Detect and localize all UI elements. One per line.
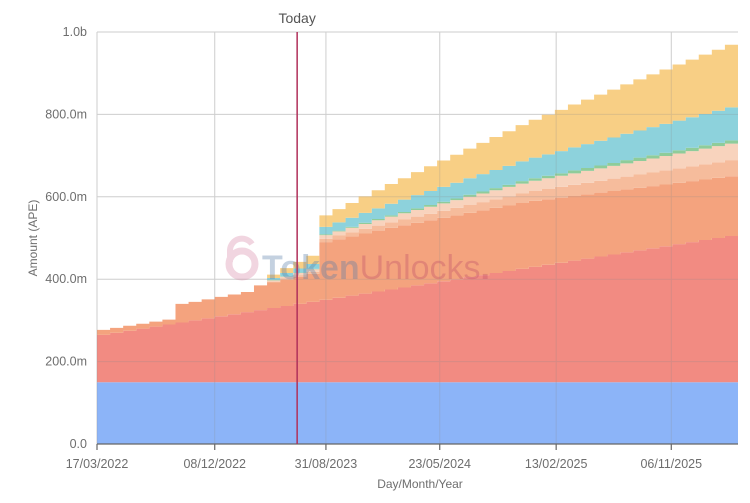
axes: 0.0 200.0m 400.0m 600.0m 800.0m 1.0b 17/03/202… xyxy=(45,25,738,471)
series-area-7 xyxy=(97,107,738,330)
series-area-5 xyxy=(97,143,738,330)
series-area-4 xyxy=(97,160,738,330)
watermark-text: TokenUnlocks. xyxy=(262,249,490,287)
series-area-1 xyxy=(97,382,738,444)
x-axis-title: Day/Month/Year xyxy=(377,477,463,491)
x-tick-label: 23/05/2024 xyxy=(408,457,471,471)
x-tick-label: 06/11/2025 xyxy=(640,457,702,471)
y-tick-label: 1.0b xyxy=(63,25,87,39)
y-tick-label: 0.0 xyxy=(70,437,87,451)
series-area-2 xyxy=(97,235,738,383)
today-label: Today xyxy=(278,10,315,26)
series-area-8 xyxy=(97,44,738,330)
watermark-dot: . xyxy=(481,249,490,287)
tokenunlocks-watermark: TokenUnlocks. xyxy=(225,235,490,287)
x-tick-label: 08/12/2022 xyxy=(183,457,246,471)
lock-logo-icon xyxy=(225,235,259,281)
y-tick-label: 400.0m xyxy=(45,272,87,286)
stacked-area-series xyxy=(96,31,738,445)
watermark-unlocks: Unlocks xyxy=(360,249,481,287)
today-marker: Today xyxy=(278,10,316,444)
x-tick-label: 13/02/2025 xyxy=(525,457,588,471)
watermark-token: Token xyxy=(262,249,360,287)
y-tick-label: 800.0m xyxy=(45,107,87,121)
x-tick-label: 17/03/2022 xyxy=(66,457,129,471)
series-area-3 xyxy=(97,176,738,335)
x-tick-label: 31/08/2023 xyxy=(295,457,358,471)
y-tick-label: 200.0m xyxy=(45,355,87,369)
y-axis-title: Amount (APE) xyxy=(26,200,40,277)
y-tick-label: 600.0m xyxy=(45,190,87,204)
